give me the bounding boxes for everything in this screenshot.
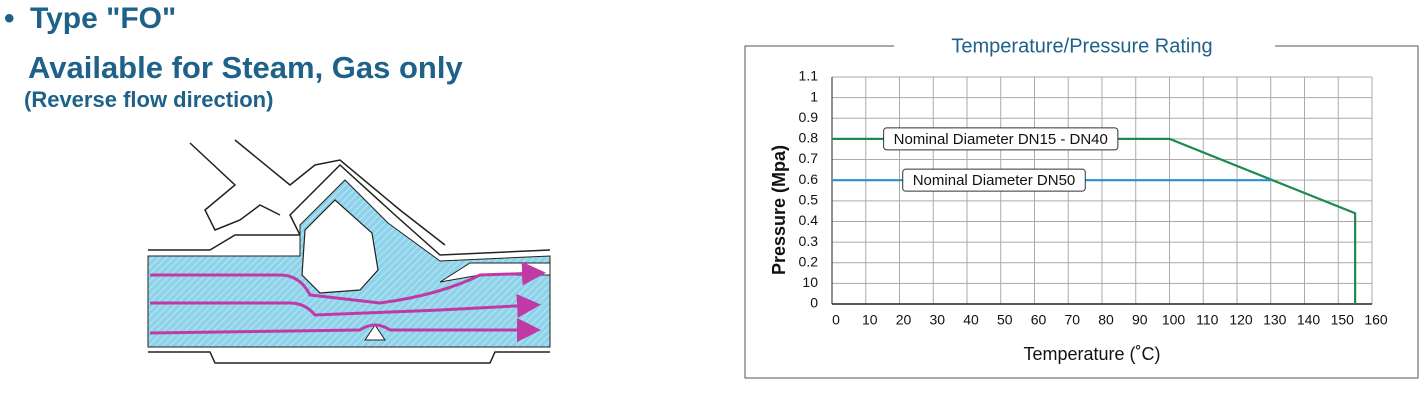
x-tick-label: 140 xyxy=(1297,312,1321,328)
x-tick-label: 100 xyxy=(1162,312,1186,328)
series-label: Nominal Diameter DN15 - DN40 xyxy=(883,127,1119,151)
y-tick-label: 0.2 xyxy=(799,253,819,269)
plug xyxy=(301,199,379,294)
x-tick-label: 70 xyxy=(1064,312,1080,328)
x-tick-label: 120 xyxy=(1229,312,1253,328)
x-tick-label: 150 xyxy=(1331,312,1355,328)
x-tick-label: 160 xyxy=(1364,312,1388,328)
series-label-box xyxy=(902,168,1086,192)
bullet: • xyxy=(4,2,15,35)
y-tick-label: 10 xyxy=(802,274,818,290)
y-tick-label: 0.9 xyxy=(799,109,819,125)
y-tick-label: 0.5 xyxy=(799,192,819,208)
x-axis-label: Temperature (˚C) xyxy=(1023,344,1160,364)
x-tick-label: 20 xyxy=(896,312,912,328)
y-tick-label: 0.7 xyxy=(799,150,819,166)
heading: Type "FO" xyxy=(30,2,177,35)
x-tick-label: 110 xyxy=(1196,312,1219,328)
y-axis-label: Pressure (Mpa) xyxy=(769,145,789,275)
x-tick-label: 50 xyxy=(997,312,1013,328)
chart-title: Temperature/Pressure Rating xyxy=(951,35,1212,57)
series-label: Nominal Diameter DN50 xyxy=(902,168,1086,192)
chart-frame xyxy=(744,45,1419,379)
series-label-text: Nominal Diameter DN50 xyxy=(913,172,1076,189)
series-label-text: Nominal Diameter DN15 - DN40 xyxy=(894,131,1108,148)
y-tick-label: 0.4 xyxy=(799,212,819,228)
x-tick-label: 80 xyxy=(1098,312,1114,328)
x-tick-label: 10 xyxy=(862,312,878,328)
y-tick-label: 1.1 xyxy=(799,68,819,84)
valve-outline xyxy=(148,139,551,364)
y-tick-label: 1 xyxy=(810,88,818,104)
y-tick-label: 0.6 xyxy=(799,171,819,187)
valve-diagram xyxy=(147,139,551,364)
y-tick-label: 0.3 xyxy=(799,233,819,249)
seat-bottom xyxy=(364,324,386,341)
x-tick-label: 130 xyxy=(1263,312,1287,328)
subheading: Available for Steam, Gas only xyxy=(28,50,463,85)
x-tick-label: 90 xyxy=(1132,312,1148,328)
x-tick-label: 60 xyxy=(1031,312,1047,328)
flow-arrows xyxy=(149,261,546,342)
x-tick-label: 0 xyxy=(832,312,840,328)
y-tick-label: 0.8 xyxy=(799,130,819,146)
note: (Reverse flow direction) xyxy=(24,87,274,112)
y-tick-label: 0 xyxy=(810,295,818,311)
x-tick-label: 40 xyxy=(963,312,979,328)
x-tick-label: 30 xyxy=(929,312,945,328)
series-label-box xyxy=(883,127,1119,151)
